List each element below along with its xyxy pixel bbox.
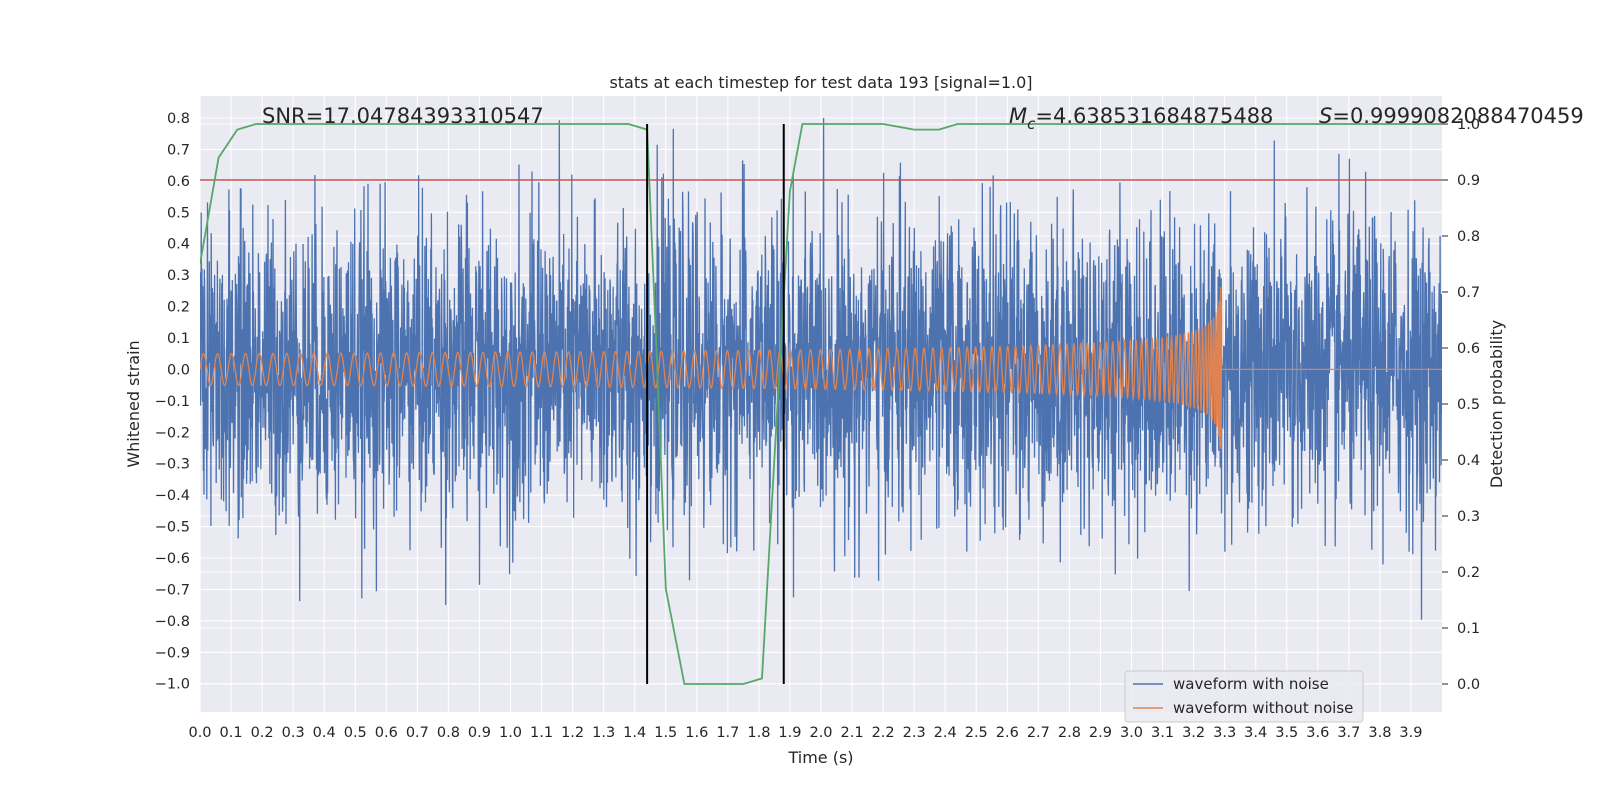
- y-tick-label: −0.2: [155, 425, 190, 441]
- y-tick-label: −0.9: [155, 645, 190, 661]
- x-tick-label: 2.8: [1058, 725, 1081, 741]
- chirp-mass-annotation: Mc=4.638531684875488: [1009, 104, 1273, 133]
- x-tick-label: 0.1: [220, 725, 243, 741]
- legend-box: [1124, 670, 1364, 723]
- x-tick-label: 3.8: [1368, 725, 1391, 741]
- x-tick-label: 0.3: [282, 725, 305, 741]
- chirp-mass-symbol: M: [1009, 104, 1027, 128]
- y2-tick-label: 0.9: [1457, 173, 1480, 189]
- x-tick-label: 1.6: [685, 725, 708, 741]
- x-tick-label: 1.5: [654, 725, 677, 741]
- y2-tick-label: 0.4: [1457, 453, 1480, 469]
- x-tick-labels: 0.0 0.1 0.2 0.3 0.4 0.5 0.6 0.7 0.8 0.9 1.0 1.1 1.2 1…: [188, 725, 1422, 741]
- x-tick-label: 3.3: [1213, 725, 1236, 741]
- y2-tick-label: 0.6: [1457, 341, 1480, 357]
- y-tick-label: 0.5: [167, 205, 190, 221]
- y2-axis-label: Detection probability: [1487, 320, 1506, 488]
- x-tick-label: 3.9: [1399, 725, 1422, 741]
- y-tick-label: 0.2: [167, 300, 190, 316]
- x-tick-label: 1.2: [561, 725, 584, 741]
- x-tick-label: 2.2: [872, 725, 895, 741]
- y-axis-label: Whitened strain: [124, 340, 143, 467]
- x-tick-label: 2.6: [996, 725, 1019, 741]
- x-tick-label: 1.1: [530, 725, 553, 741]
- x-tick-label: 1.7: [716, 725, 739, 741]
- chart-title: stats at each timestep for test data 193…: [609, 73, 1032, 92]
- y2-tick-labels: 1.0 0.9 0.8 0.7 0.6 0.5 0.4 0.3 0.2 0.1 0.0: [1442, 117, 1480, 693]
- y-tick-label: 0.3: [167, 268, 190, 284]
- x-tick-label: 3.4: [1244, 725, 1267, 741]
- y-tick-label: 0.4: [167, 237, 190, 253]
- x-tick-label: 3.0: [1120, 725, 1143, 741]
- y-tick-label: −0.4: [155, 488, 190, 504]
- x-tick-label: 3.2: [1182, 725, 1205, 741]
- legend-label-noise: waveform with noise: [1173, 675, 1329, 693]
- x-axis-label: Time (s): [787, 748, 853, 767]
- y-tick-label: −0.3: [155, 457, 190, 473]
- x-tick-label: 2.7: [1027, 725, 1050, 741]
- x-tick-label: 3.1: [1151, 725, 1174, 741]
- x-tick-label: 0.7: [406, 725, 429, 741]
- legend-label-clean: waveform without noise: [1173, 699, 1353, 717]
- y-tick-label: −1.0: [155, 677, 190, 693]
- x-tick-label: 2.1: [841, 725, 864, 741]
- y2-tick-label: 0.5: [1457, 397, 1480, 413]
- x-tick-label: 1.3: [592, 725, 615, 741]
- x-tick-label: 3.6: [1306, 725, 1329, 741]
- series-waveform-with-noise: [200, 117, 1442, 620]
- x-tick-label: 1.8: [747, 725, 770, 741]
- y-tick-label: −0.1: [155, 394, 190, 410]
- series-layer: [200, 117, 1442, 685]
- x-tick-label: 2.3: [903, 725, 926, 741]
- x-tick-label: 0.4: [313, 725, 336, 741]
- y2-tick-label: 0.1: [1457, 621, 1480, 637]
- y2-tick-label: 0.3: [1457, 509, 1480, 525]
- x-tick-label: 3.5: [1275, 725, 1298, 741]
- y-tick-labels: 0.8 0.7 0.6 0.5 0.4 0.3 0.2 0.1 0.0 −0.1 −0.2 −0.3 −…: [155, 111, 190, 693]
- x-tick-label: 2.9: [1089, 725, 1112, 741]
- score-annotation: S=0.9999082088470459: [1319, 104, 1584, 128]
- chirp-mass-subscript: c: [1027, 115, 1036, 133]
- x-tick-label: 0.0: [188, 725, 211, 741]
- y-tick-label: 0.8: [167, 111, 190, 127]
- series-detection-probability: [200, 123, 1442, 685]
- x-tick-label: 1.9: [778, 725, 801, 741]
- legend: waveform with noise waveform without noi…: [1124, 670, 1364, 723]
- y2-tick-label: 0.8: [1457, 229, 1480, 245]
- y2-tick-label: 1.0: [1457, 117, 1480, 133]
- x-tick-label: 0.9: [468, 725, 491, 741]
- x-tick-label: 0.2: [251, 725, 274, 741]
- y-tick-label: 0.7: [167, 142, 190, 158]
- x-tick-label: 0.8: [437, 725, 460, 741]
- series-waveform-without-noise: [200, 286, 1442, 450]
- y2-tick-label: 0.7: [1457, 285, 1480, 301]
- x-tick-label: 2.0: [809, 725, 832, 741]
- x-tick-label: 0.5: [344, 725, 367, 741]
- score-value: =0.9999082088470459: [1332, 104, 1583, 128]
- y-tick-label: −0.6: [155, 551, 190, 567]
- y-tick-label: −0.8: [155, 614, 190, 630]
- score-symbol: S: [1319, 104, 1332, 128]
- x-tick-label: 1.0: [499, 725, 522, 741]
- x-tick-label: 0.6: [375, 725, 398, 741]
- x-tick-label: 3.7: [1337, 725, 1360, 741]
- y-tick-label: −0.7: [155, 582, 190, 598]
- chirp-mass-value: =4.638531684875488: [1035, 104, 1273, 128]
- x-tick-label: 2.4: [934, 725, 957, 741]
- y-tick-label: −0.5: [155, 520, 190, 536]
- y-tick-label: 0.1: [167, 331, 190, 347]
- y-tick-label: 0.6: [167, 174, 190, 190]
- y2-tick-label: 0.0: [1457, 677, 1480, 693]
- y2-tick-label: 0.2: [1457, 565, 1480, 581]
- x-tick-label: 2.5: [965, 725, 988, 741]
- y-tick-label: 0.0: [167, 362, 190, 378]
- snr-annotation: SNR=17.04784393310547: [262, 104, 544, 128]
- x-tick-label: 1.4: [623, 725, 646, 741]
